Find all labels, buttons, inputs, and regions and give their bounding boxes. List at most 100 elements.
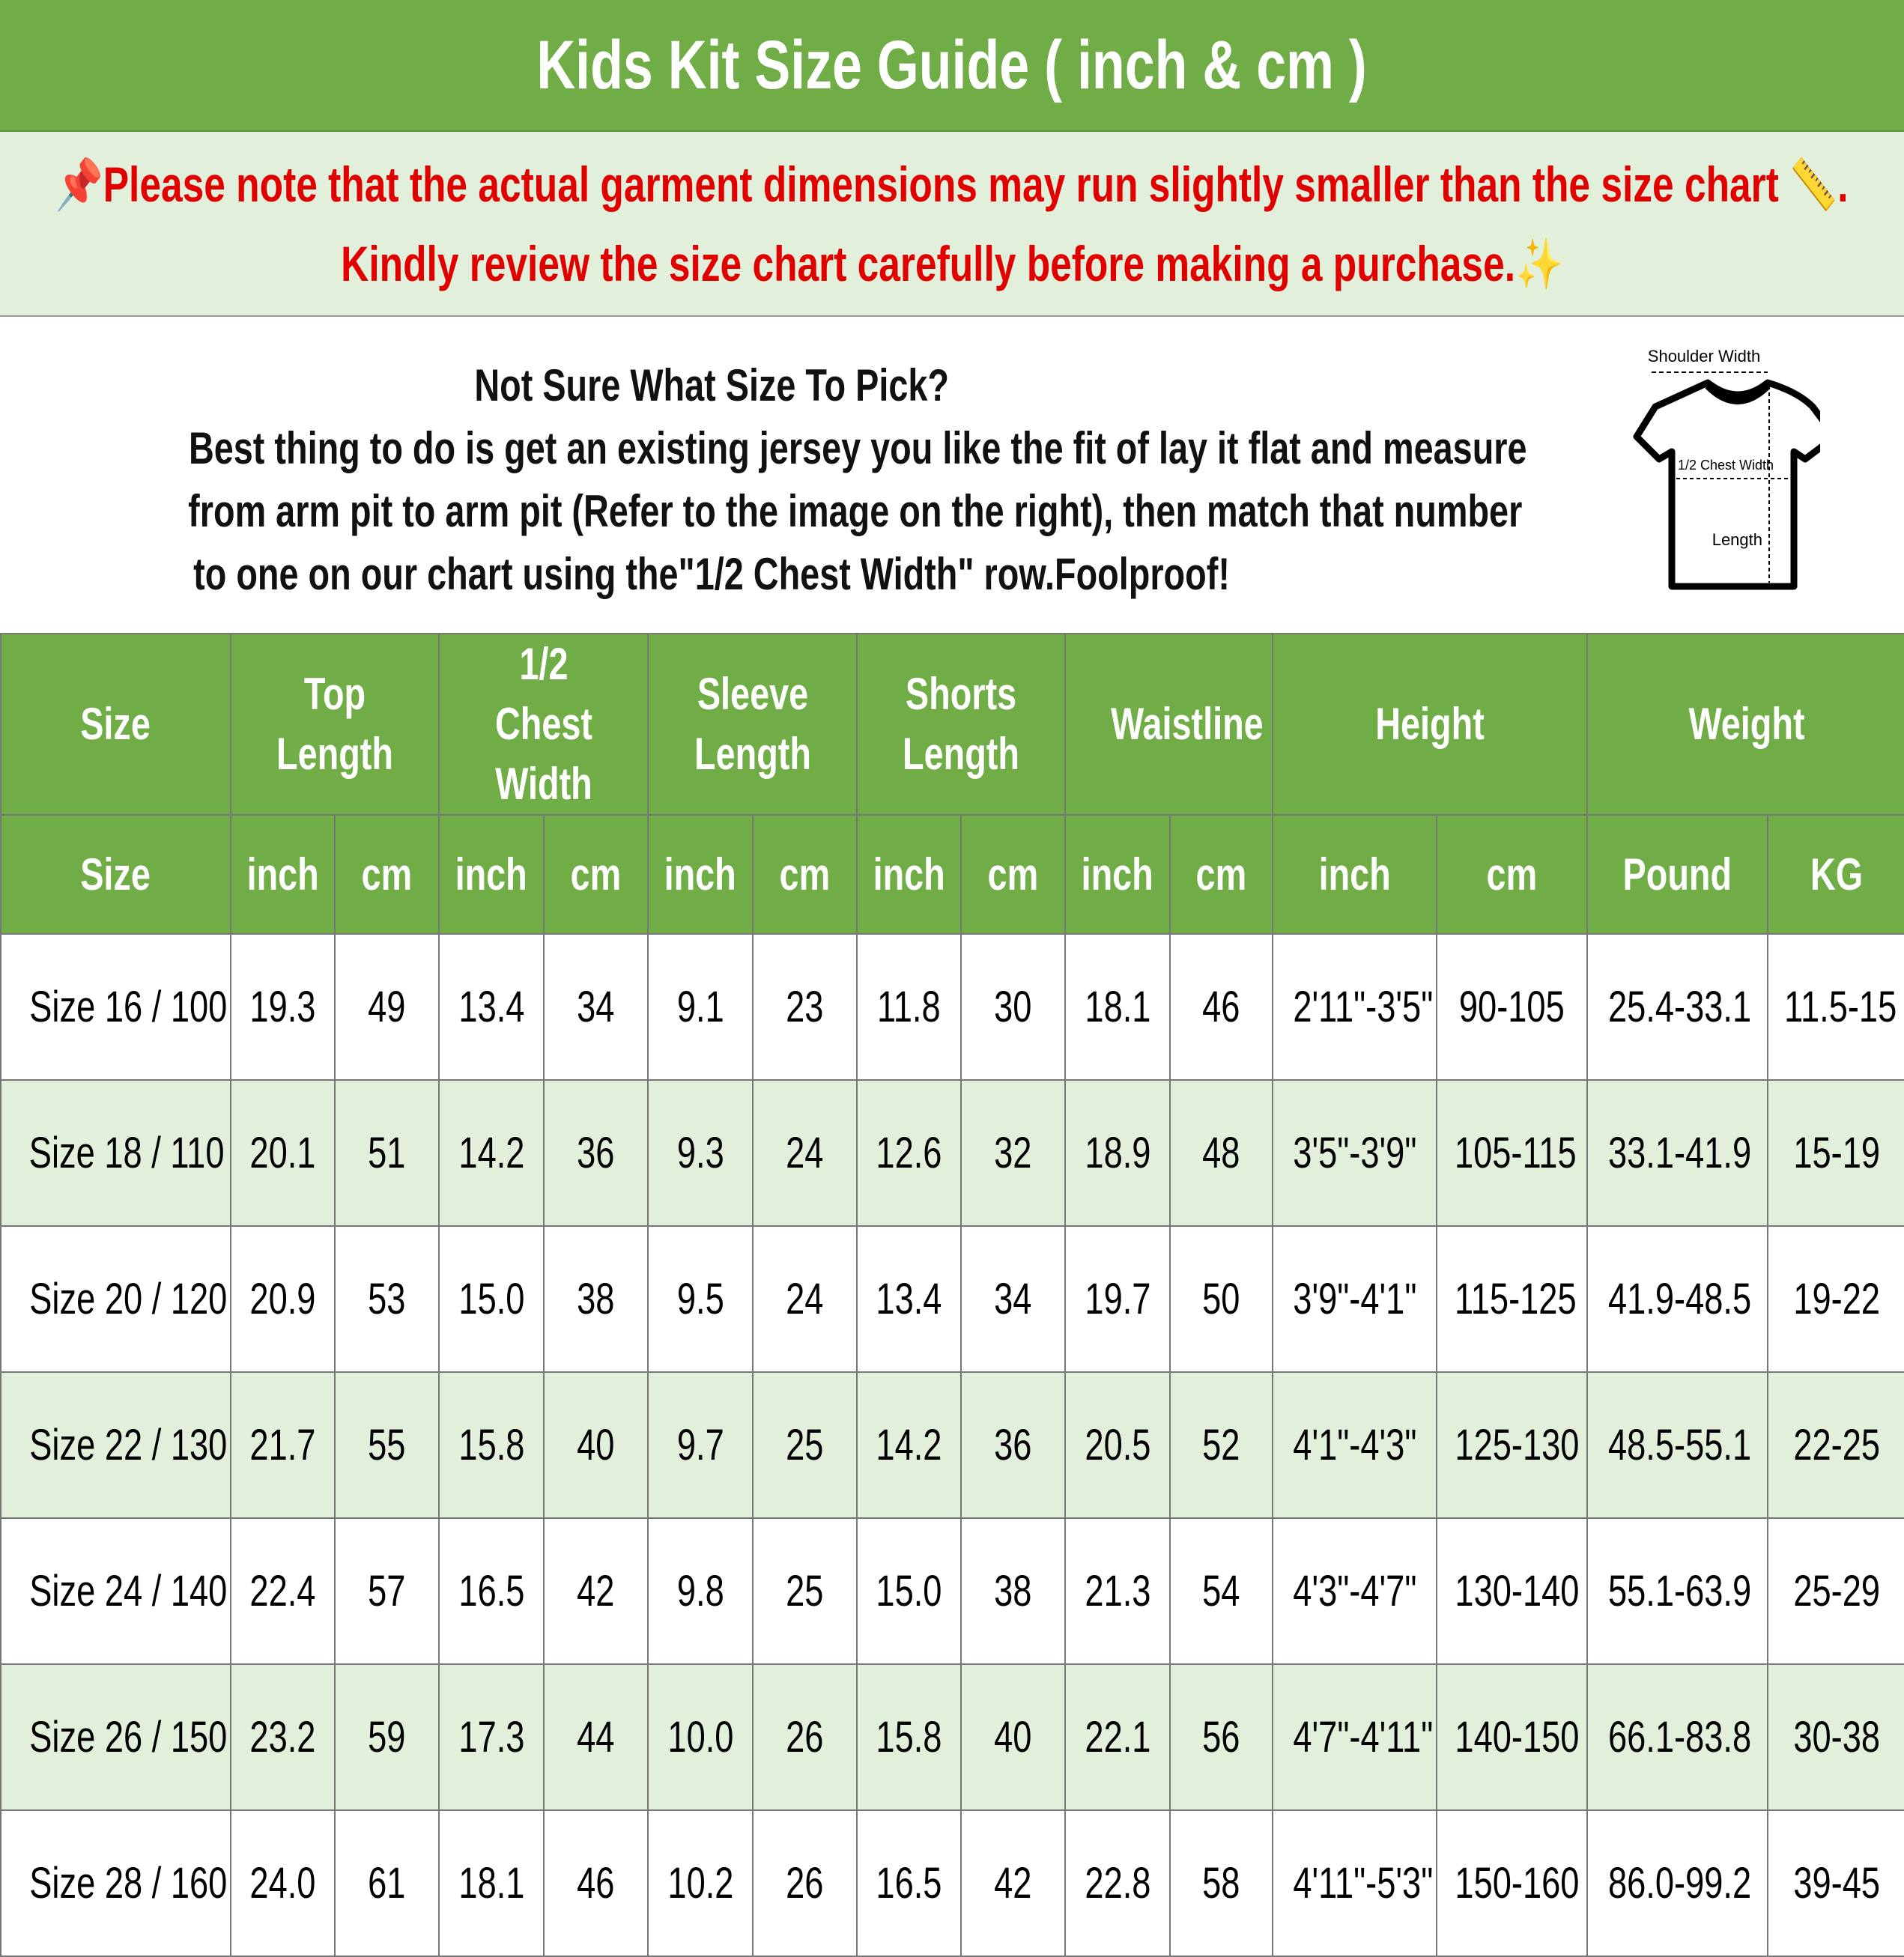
cell-value: 4'3"-4'7" [1292,1567,1417,1615]
cell-value: 34 [994,1275,1032,1323]
table-cell: 25 [752,1371,858,1519]
table-cell: 25.4-33.1 [1586,933,1768,1081]
table-cell: 38 [960,1517,1066,1665]
table-cell: Size 20 / 120 [0,1225,231,1373]
cell-value: 15.8 [458,1421,525,1469]
unit-text: KG [1810,849,1864,899]
table-cell: 15.8 [856,1663,962,1811]
unit-text: inch [1081,849,1154,899]
table-cell: 16.5 [856,1809,962,1957]
table-cell: 9.1 [647,933,754,1081]
table-cell: 36 [543,1079,649,1227]
table-cell: 20.5 [1064,1371,1171,1519]
table-cell: 9.8 [647,1517,754,1665]
cell-value: 23.2 [249,1713,316,1762]
cell-value: 115-125 [1454,1275,1577,1323]
cell-value: 53 [368,1275,406,1323]
table-cell: Size 24 / 140 [0,1517,231,1665]
sparkles-icon: ✨ [1515,235,1563,291]
cell-value: 19-22 [1793,1275,1880,1323]
cell-value: 18.9 [1084,1129,1151,1177]
fit-advice-section: Not Sure What Size To Pick? Best thing t… [0,317,1904,633]
cell-value: 41.9-48.5 [1607,1275,1752,1323]
table-cell: 15-19 [1767,1079,1904,1227]
cell-value: 9.5 [676,1275,724,1323]
table-row: Size 26 / 150 23.2 59 17.3 44 10.0 26 15.8 40 22.… [0,1663,1904,1811]
cell-value: 66.1-83.8 [1607,1713,1752,1762]
table-cell: 14.2 [438,1079,545,1227]
advice-line-1: Best thing to do is get an existing jers… [188,423,1527,473]
table-cell: 24 [752,1225,858,1373]
cell-value: 25.4-33.1 [1607,983,1752,1031]
table-cell: 3'5"-3'9" [1272,1079,1437,1227]
cell-value: 140-150 [1455,1713,1580,1762]
header-text: Weight [1688,699,1805,749]
cell-value: 9.8 [676,1567,724,1615]
table-cell: 34 [543,933,649,1081]
unit-header: cm [334,814,440,935]
advice-line-2: from arm pit to arm pit (Refer to the im… [188,486,1523,536]
table-cell: 4'1"-4'3" [1272,1371,1437,1519]
cell-value: 4'7"-4'11" [1293,1713,1434,1762]
table-row: Size 22 / 130 21.7 55 15.8 40 9.7 25 14.2 36 20.5… [0,1371,1904,1519]
table-cell: 30-38 [1767,1663,1904,1811]
cell-value: 46 [577,1859,615,1908]
unit-header: Size [0,814,231,935]
table-cell: 39-45 [1767,1809,1904,1957]
table-cell: 18.1 [438,1809,545,1957]
cell-value: Size 18 / 110 [28,1129,225,1177]
table-cell: 46 [543,1809,649,1957]
table-cell: 3'9"-4'1" [1272,1225,1437,1373]
table-cell: 61 [334,1809,440,1957]
table-cell: 40 [960,1663,1066,1811]
cell-value: 26 [786,1713,824,1762]
cell-value: 33.1-41.9 [1607,1129,1752,1177]
table-cell: 130-140 [1436,1517,1588,1665]
unit-text: inch [664,849,737,899]
cell-value: 12.6 [876,1129,942,1177]
table-cell: 23.2 [230,1663,336,1811]
unit-text: cm [987,849,1039,899]
unit-header: cm [543,814,649,935]
table-cell: Size 28 / 160 [0,1809,231,1957]
cell-value: 13.4 [876,1275,942,1323]
table-cell: 26 [752,1663,858,1811]
table-cell: 11.8 [856,933,962,1081]
cell-value: 34 [577,983,615,1031]
cell-value: 18.1 [1084,983,1151,1031]
table-cell: 55 [334,1371,440,1519]
header-text: Top Length [276,669,393,779]
unit-text: inch [873,849,945,899]
cell-value: 19.3 [249,983,316,1031]
unit-text: cm [570,849,622,899]
unit-header: cm [960,814,1066,935]
table-cell: 19-22 [1767,1225,1904,1373]
table-cell: 58 [1169,1809,1273,1957]
table-cell: 48 [1169,1079,1273,1227]
unit-text: Size [80,849,151,899]
cell-value: 22-25 [1793,1421,1880,1469]
cell-value: 15.0 [876,1567,942,1615]
cell-value: 17.3 [458,1713,525,1762]
cell-value: 58 [1202,1859,1240,1908]
header-text: Height [1375,699,1485,749]
advice-heading: Not Sure What Size To Pick? [474,360,949,410]
table-cell: 21.7 [230,1371,336,1519]
table-cell: 14.2 [856,1371,962,1519]
column-group-header: Weight [1586,633,1904,816]
unit-text: cm [1486,849,1538,899]
unit-text: Pound [1622,849,1732,899]
cell-value: 9.1 [676,983,724,1031]
cell-value: 54 [1202,1567,1240,1615]
tshirt-diagram: Shoulder Width 1/2 Chest Width Length [1633,347,1820,590]
table-cell: 18.1 [1064,933,1171,1081]
cell-value: 15.8 [876,1713,942,1762]
table-cell: 41.9-48.5 [1586,1225,1768,1373]
table-cell: 15.8 [438,1371,545,1519]
notice-text-1: Please note that the actual garment dime… [103,156,1780,212]
cell-value: 4'11"-5'3" [1293,1859,1434,1908]
cell-value: 30-38 [1793,1713,1880,1762]
cell-value: 44 [577,1713,615,1762]
table-cell: 42 [543,1517,649,1665]
table-cell: Size 18 / 110 [0,1079,231,1227]
